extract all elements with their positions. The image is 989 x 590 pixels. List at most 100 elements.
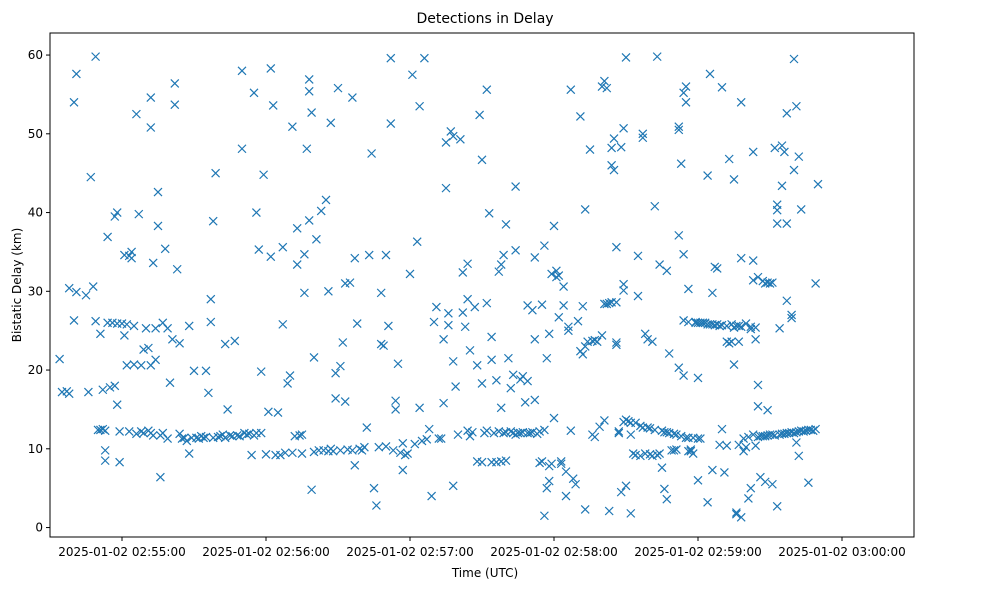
data-point <box>499 428 509 438</box>
data-point <box>789 428 799 438</box>
data-point <box>770 143 780 153</box>
data-point <box>275 450 285 460</box>
data-point <box>69 316 79 325</box>
x-tick-label: 2025-01-02 02:58:00 <box>490 545 617 559</box>
data-point <box>477 457 487 467</box>
data-point <box>381 442 391 451</box>
data-point <box>105 382 115 392</box>
data-point <box>647 337 657 347</box>
data-point <box>496 403 506 413</box>
data-point <box>664 349 674 358</box>
data-point <box>743 432 753 442</box>
data-point <box>422 434 432 444</box>
data-point <box>122 360 132 370</box>
data-point <box>676 431 686 441</box>
data-point <box>676 159 686 169</box>
y-tick-label: 60 <box>28 48 43 62</box>
data-point <box>460 322 470 332</box>
data-point <box>782 219 792 228</box>
data-point <box>777 141 787 151</box>
data-point <box>129 360 139 369</box>
data-point <box>184 321 194 331</box>
data-point <box>165 378 175 388</box>
data-point <box>362 423 372 432</box>
data-point <box>419 53 429 63</box>
data-point <box>131 109 141 119</box>
data-point <box>491 375 501 385</box>
data-point <box>340 397 350 406</box>
data-point <box>609 165 619 175</box>
data-point <box>472 360 482 370</box>
data-point <box>734 337 744 347</box>
data-point <box>693 373 703 383</box>
data-point <box>347 93 357 102</box>
data-point <box>760 431 770 441</box>
data-point <box>494 267 504 277</box>
data-point <box>739 434 749 443</box>
data-point <box>767 278 777 288</box>
data-point <box>256 367 266 377</box>
data-point <box>112 208 122 217</box>
data-point <box>791 101 801 111</box>
data-point <box>153 187 163 197</box>
data-point <box>671 430 681 440</box>
data-point <box>463 259 473 269</box>
data-point <box>731 509 741 519</box>
data-point <box>386 53 396 63</box>
data-point <box>597 330 607 340</box>
data-point <box>100 445 110 455</box>
data-point <box>259 170 269 180</box>
data-point <box>463 294 473 304</box>
data-point <box>619 123 629 133</box>
data-point <box>441 138 451 147</box>
data-point <box>477 379 487 388</box>
data-point <box>748 256 758 266</box>
data-point <box>597 82 607 91</box>
data-point <box>350 460 360 470</box>
data-point <box>767 430 777 440</box>
y-tick-label: 0 <box>35 521 43 535</box>
data-point <box>631 418 641 428</box>
data-point <box>369 483 379 493</box>
data-point <box>705 69 715 79</box>
data-point <box>470 302 480 312</box>
data-point <box>304 216 314 225</box>
data-point <box>285 371 295 380</box>
data-point <box>736 253 746 263</box>
data-point <box>633 251 643 261</box>
data-point <box>679 249 689 259</box>
data-point <box>134 209 144 219</box>
data-point <box>681 433 691 443</box>
data-point <box>244 429 254 439</box>
data-point <box>527 427 537 437</box>
data-point <box>405 269 415 279</box>
data-point <box>407 70 417 80</box>
data-point <box>585 145 595 154</box>
x-tick-label: 2025-01-02 02:59:00 <box>634 545 761 559</box>
data-point <box>638 133 648 143</box>
data-point <box>335 445 345 455</box>
data-point <box>674 122 684 132</box>
data-point <box>415 101 425 111</box>
data-point <box>151 355 161 365</box>
data-point <box>220 339 230 349</box>
data-point <box>619 286 629 295</box>
data-point <box>103 232 113 242</box>
data-point <box>549 221 559 231</box>
data-point <box>662 266 672 276</box>
data-point <box>671 445 681 455</box>
data-point <box>115 427 125 436</box>
data-point <box>645 423 655 433</box>
data-point <box>331 393 341 403</box>
data-point <box>609 134 619 143</box>
data-point <box>367 149 377 158</box>
data-point <box>148 430 158 440</box>
data-point <box>458 308 468 317</box>
data-point <box>772 205 782 215</box>
data-point <box>626 508 636 518</box>
data-point <box>139 428 149 438</box>
data-point <box>230 336 240 346</box>
data-point <box>278 319 288 329</box>
data-point <box>767 479 777 489</box>
data-point <box>787 313 797 323</box>
